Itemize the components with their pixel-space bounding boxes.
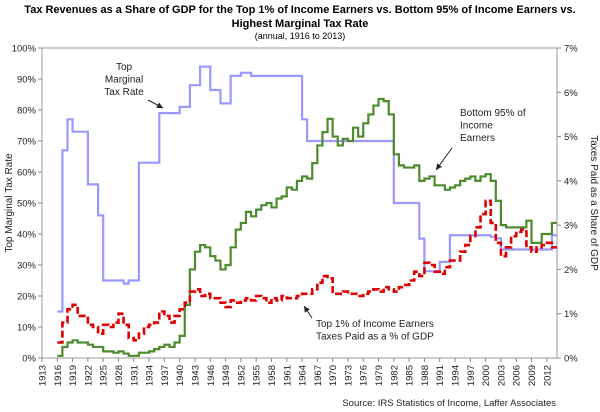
source-note: Source: IRS Statistics of Income, Laffer… xyxy=(342,398,556,409)
x-tick-label: 1955 xyxy=(252,365,263,386)
y-tick-label-right: 3% xyxy=(564,221,578,232)
y-tick-label-right: 1% xyxy=(564,309,578,320)
y-tick-label-left: 60% xyxy=(17,168,37,179)
y-tick-label-left: 0% xyxy=(22,354,36,365)
x-tick-label: 2012 xyxy=(542,365,553,386)
x-tick-label: 1937 xyxy=(160,365,171,386)
x-tick-label: 1958 xyxy=(267,365,278,386)
series-line-bottom-95 xyxy=(57,97,557,357)
annotation-top-marginal: Top Marginal Tax Rate xyxy=(104,62,144,98)
x-tick-label: 1967 xyxy=(313,365,324,386)
series-group xyxy=(57,65,557,357)
x-tick-label: 1964 xyxy=(298,365,309,386)
x-tick-label: 2006 xyxy=(512,365,523,386)
y-tick-label-right: 5% xyxy=(564,132,578,143)
x-tick-label: 1985 xyxy=(405,365,416,386)
annotation-arrowhead xyxy=(436,163,442,170)
x-tick-label: 1949 xyxy=(221,365,232,386)
y-tick-label-right: 6% xyxy=(564,88,578,99)
x-tick-label: 2009 xyxy=(527,365,538,386)
x-tick-label: 1991 xyxy=(435,365,446,386)
x-tick-label: 1961 xyxy=(282,365,293,386)
y-tick-label-right: 4% xyxy=(564,176,578,187)
annotation-bottom-95: Bottom 95% of Income Earners xyxy=(460,108,526,144)
y-tick-label-left: 70% xyxy=(17,137,37,148)
x-tick-label: 1982 xyxy=(389,365,400,386)
x-tick-label: 1979 xyxy=(374,365,385,386)
chart-title: Tax Revenues as a Share of GDP for the T… xyxy=(24,4,575,16)
x-tick-label: 1976 xyxy=(359,365,370,386)
y-tick-label-left: 20% xyxy=(17,292,37,303)
x-tick-label: 1925 xyxy=(99,365,110,386)
annotations-group: Top Marginal Tax Rate Bottom 95% of Income Ea… xyxy=(104,62,526,343)
x-tick-label: 1916 xyxy=(53,365,64,386)
y-tick-label-right: 2% xyxy=(564,265,578,276)
x-tick-label: 1931 xyxy=(129,365,140,386)
axes-group: 0% 10% 20% 30% 40% 50% 60% 70% 80% 90% 100% 0% 1% 2% 3… xyxy=(12,44,579,387)
x-tick-label: 1988 xyxy=(420,365,431,386)
x-tick-label: 1952 xyxy=(236,365,247,386)
x-tick-label: 2003 xyxy=(496,365,507,386)
annotation-arrowhead xyxy=(156,102,163,108)
y-tick-label-left: 30% xyxy=(17,261,37,272)
y-tick-label-left: 50% xyxy=(17,199,37,210)
x-tick-label: 1928 xyxy=(114,365,125,386)
x-tick-label: 1994 xyxy=(451,365,462,386)
x-tick-label: 1940 xyxy=(175,365,186,386)
x-tick-label: 1943 xyxy=(190,365,201,386)
x-tick-label: 1919 xyxy=(68,365,79,386)
y-tick-label-left: 80% xyxy=(17,106,37,117)
x-tick-label: 1970 xyxy=(328,365,339,386)
x-tick-label: 1973 xyxy=(343,365,354,386)
x-tick-label: 1922 xyxy=(83,365,94,386)
y-tick-label-right: 0% xyxy=(564,354,578,365)
annotation-arrowhead xyxy=(304,306,310,313)
y-tick-label-left: 10% xyxy=(17,323,37,334)
y-tick-label-left: 40% xyxy=(17,230,37,241)
y-tick-label-left: 90% xyxy=(17,75,37,86)
y-tick-label-left: 100% xyxy=(12,44,37,55)
chart-title-line2: Highest Marginal Tax Rate xyxy=(232,18,369,30)
x-tick-label: 1946 xyxy=(206,365,217,386)
x-tick-label: 1934 xyxy=(145,365,156,386)
series-line-top-1 xyxy=(57,199,557,344)
annotation-top-1: Top 1% of Income Earners Taxes Paid as a … xyxy=(316,319,434,343)
y-axis-label-left: Top Marginal Tax Rate xyxy=(4,153,15,253)
x-tick-label: 1997 xyxy=(466,365,477,386)
x-tick-label: 1913 xyxy=(38,365,49,386)
y-tick-label-right: 7% xyxy=(564,44,578,55)
chart-subtitle: (annual, 1916 to 2013) xyxy=(255,31,346,41)
series-line-top-marginal-rate xyxy=(57,65,557,313)
y-axis-label-right: Taxes Paid as a Share of GDP xyxy=(588,135,599,271)
x-tick-label: 2000 xyxy=(481,365,492,386)
